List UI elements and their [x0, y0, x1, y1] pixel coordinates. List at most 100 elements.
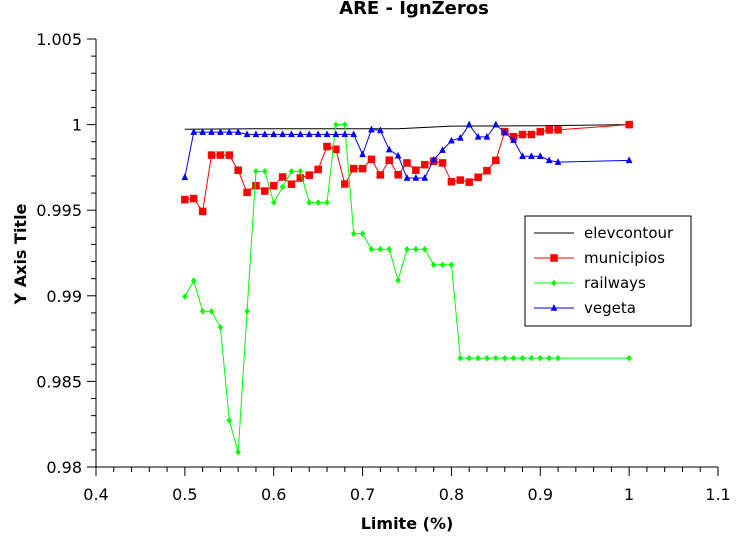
data-point-railways	[306, 199, 313, 206]
data-point-railways	[377, 245, 384, 253]
legend: elevcontour municipios railways vegeta	[524, 215, 692, 327]
legend-item-elevcontour: elevcontour	[534, 224, 674, 242]
series-vegeta	[181, 120, 633, 181]
data-point-municipios	[483, 166, 491, 175]
data-point-railways	[199, 307, 206, 315]
data-point-railways	[404, 245, 410, 253]
series-elevcontour	[184, 124, 630, 130]
data-point-railways	[484, 354, 490, 362]
data-point-municipios	[287, 180, 296, 188]
legend-item-municipios: municipios	[534, 249, 665, 267]
data-point-vegeta	[554, 158, 562, 165]
legend-item-vegeta: vegeta	[534, 299, 636, 317]
data-point-vegeta	[208, 128, 215, 135]
x-tick-label: 0.8	[439, 485, 464, 504]
data-point-railways	[457, 354, 464, 362]
data-point-municipios	[403, 159, 411, 167]
data-point-municipios	[367, 155, 376, 164]
data-point-railways	[395, 277, 401, 284]
data-point-municipios	[207, 151, 216, 159]
legend-swatch-marker	[550, 254, 558, 262]
data-point-railways	[555, 354, 561, 362]
data-point-railways	[439, 261, 446, 269]
data-point-railways	[244, 307, 250, 315]
data-point-railways	[510, 354, 517, 362]
data-point-municipios	[376, 171, 385, 179]
data-point-vegeta	[545, 156, 553, 164]
y-tick-label: 0.995	[36, 201, 82, 220]
data-point-municipios	[261, 187, 269, 195]
y-tick-label: 1	[72, 116, 82, 135]
data-point-vegeta	[190, 128, 198, 135]
data-point-municipios	[332, 145, 340, 154]
data-point-vegeta	[252, 130, 260, 138]
plot-area: 0.4 0.5 0.6 0.7 0.8 0.9 1 1.1 0.98 0.985 0.99 0.99…	[36, 30, 731, 504]
data-point-municipios	[305, 171, 314, 179]
legend-item-railways: railways	[534, 274, 646, 292]
data-point-railways	[386, 245, 393, 253]
data-point-vegeta	[261, 130, 269, 138]
data-point-railways	[315, 199, 321, 206]
data-point-vegeta	[199, 128, 207, 135]
data-point-municipios	[527, 130, 536, 139]
series-line-elevcontour	[184, 124, 630, 130]
x-tick-label: 1.1	[705, 485, 730, 504]
data-point-municipios	[234, 166, 242, 175]
data-point-municipios	[465, 178, 473, 186]
data-point-railways	[341, 121, 348, 128]
data-point-vegeta	[536, 152, 544, 160]
data-point-vegeta	[483, 132, 491, 140]
data-point-railways	[262, 167, 268, 175]
data-point-municipios	[323, 142, 331, 151]
data-point-railways	[475, 354, 481, 362]
x-tick-label: 0.7	[350, 485, 375, 504]
data-point-vegeta	[279, 130, 287, 138]
data-point-municipios	[269, 181, 278, 190]
data-point-railways	[359, 230, 366, 238]
series-municipios	[181, 120, 633, 216]
data-point-railways	[333, 121, 339, 128]
x-tick-label: 0.6	[261, 485, 286, 504]
x-tick-label: 0.9	[528, 485, 553, 504]
data-point-municipios	[492, 156, 500, 165]
data-point-vegeta	[305, 130, 313, 138]
data-point-vegeta	[376, 126, 384, 134]
data-point-municipios	[252, 181, 260, 190]
legend-label: railways	[584, 274, 646, 292]
data-point-vegeta	[430, 155, 438, 163]
data-point-municipios	[385, 156, 393, 164]
data-point-railways	[270, 199, 277, 206]
y-axis-title: Y Axis Title	[11, 203, 30, 305]
data-point-municipios	[349, 164, 358, 173]
legend-label: vegeta	[584, 299, 636, 317]
data-point-railways	[226, 417, 233, 424]
data-point-municipios	[216, 151, 225, 159]
data-point-vegeta	[368, 125, 375, 133]
data-point-municipios	[358, 164, 367, 173]
data-point-railways	[448, 261, 455, 269]
y-tick-label: 0.98	[46, 458, 82, 477]
data-point-railways	[288, 167, 295, 175]
y-axis-ticks: 0.98 0.985 0.99 0.995 1 1.005	[36, 30, 96, 477]
x-tick-label: 0.5	[172, 485, 197, 504]
data-point-vegeta	[359, 150, 366, 158]
data-point-railways	[493, 354, 499, 362]
data-point-railways	[546, 354, 552, 362]
data-point-railways	[519, 354, 526, 362]
data-point-railways	[190, 277, 197, 284]
data-point-railways	[279, 183, 286, 191]
data-point-vegeta	[296, 130, 304, 138]
data-point-vegeta	[403, 173, 411, 181]
data-point-municipios	[456, 176, 465, 184]
data-point-municipios	[181, 195, 189, 204]
x-axis-title: Limite (%)	[361, 514, 454, 533]
x-axis-ticks: 0.4 0.5 0.6 0.7 0.8 0.9 1 1.1	[83, 467, 731, 504]
data-point-municipios	[278, 173, 287, 181]
data-point-railways	[235, 448, 241, 456]
data-point-municipios	[421, 160, 429, 169]
data-point-vegeta	[385, 145, 393, 153]
data-point-vegeta	[314, 130, 322, 138]
series-railways	[182, 121, 632, 456]
data-point-vegeta	[439, 146, 446, 153]
data-point-municipios	[554, 126, 562, 134]
